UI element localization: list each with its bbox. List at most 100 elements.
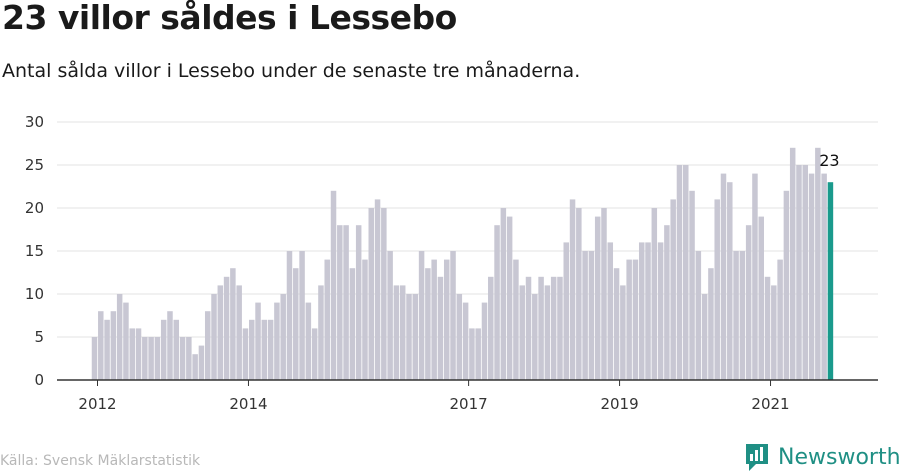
y-tick-label: 5 <box>34 328 44 346</box>
bar <box>456 294 463 380</box>
bar <box>494 225 500 380</box>
bar <box>670 199 676 380</box>
brand-name: Newsworthy <box>778 444 900 470</box>
bar <box>299 251 305 380</box>
bar <box>418 251 425 380</box>
x-tick-label: 2014 <box>229 395 267 413</box>
bar <box>739 251 746 380</box>
bar <box>223 276 230 380</box>
bar <box>764 276 771 380</box>
x-tick-label: 2017 <box>450 395 488 413</box>
bar <box>179 337 186 380</box>
bar <box>783 190 790 380</box>
bar <box>500 208 507 380</box>
chart-title: 23 villor såldes i Lessebo <box>2 0 457 37</box>
bar <box>192 354 198 380</box>
bar <box>249 319 255 380</box>
bar <box>293 268 299 380</box>
bar <box>311 328 318 380</box>
bars <box>91 147 834 380</box>
bar <box>550 276 557 380</box>
y-tick-label: 15 <box>25 242 44 260</box>
bar <box>387 251 393 380</box>
bar <box>261 319 268 380</box>
bar <box>714 199 720 380</box>
bar <box>821 173 827 380</box>
bar <box>160 319 167 380</box>
bar <box>481 302 488 380</box>
bar <box>374 199 381 380</box>
y-tick-label: 25 <box>25 156 44 174</box>
bar <box>186 337 192 380</box>
bar <box>789 147 796 380</box>
bar <box>412 294 419 380</box>
bar <box>664 225 670 380</box>
x-tick-label: 2021 <box>751 395 789 413</box>
y-axis-ticks: 0 5 10 15 20 25 30 <box>25 113 44 389</box>
bar <box>676 165 683 380</box>
bar <box>406 294 412 380</box>
bar <box>808 173 815 380</box>
bar <box>601 208 607 380</box>
bar <box>506 216 513 380</box>
bar <box>324 259 330 380</box>
bar <box>267 319 274 380</box>
bar <box>135 328 142 380</box>
bar <box>318 285 324 380</box>
bar <box>745 225 752 380</box>
bar <box>796 165 802 380</box>
bar <box>110 311 117 380</box>
bar <box>626 259 632 380</box>
bar <box>255 302 261 380</box>
bar <box>525 276 532 380</box>
bar <box>431 259 437 380</box>
bar <box>802 165 809 380</box>
bar <box>242 328 249 380</box>
bar <box>557 276 563 380</box>
brand-logo: Newsworthy <box>744 440 900 474</box>
bar <box>607 242 614 380</box>
bar <box>104 319 110 380</box>
bar <box>286 251 293 380</box>
bar <box>462 302 469 380</box>
bar <box>815 147 821 380</box>
bar <box>393 285 400 380</box>
bar <box>368 208 375 380</box>
bar <box>355 225 362 380</box>
bar <box>538 276 544 380</box>
chart-subtitle: Antal sålda villor i Lessebo under de se… <box>2 60 581 82</box>
bar <box>582 251 588 380</box>
bar <box>343 225 349 380</box>
bar <box>701 294 708 380</box>
bar <box>695 251 702 380</box>
bar <box>657 242 664 380</box>
bar <box>381 208 387 380</box>
y-tick-label: 30 <box>25 113 44 131</box>
bar <box>204 311 211 380</box>
bar <box>173 319 180 380</box>
bar-highlight <box>827 182 834 380</box>
bar <box>588 251 595 380</box>
y-tick-label: 10 <box>25 285 44 303</box>
bar <box>123 302 129 380</box>
bar <box>613 268 620 380</box>
bar <box>280 294 286 380</box>
bar <box>532 294 538 380</box>
bar <box>148 337 154 380</box>
bar <box>645 242 651 380</box>
bar <box>116 294 123 380</box>
bar <box>217 285 224 380</box>
bar <box>129 328 135 380</box>
bar <box>475 328 481 380</box>
bar <box>758 216 764 380</box>
bar <box>544 285 551 380</box>
bar <box>305 302 312 380</box>
bar <box>513 259 519 380</box>
bar <box>91 337 98 380</box>
bar <box>576 208 582 380</box>
bar <box>154 337 161 380</box>
bar <box>469 328 475 380</box>
bar <box>519 285 525 380</box>
bar <box>727 182 733 380</box>
